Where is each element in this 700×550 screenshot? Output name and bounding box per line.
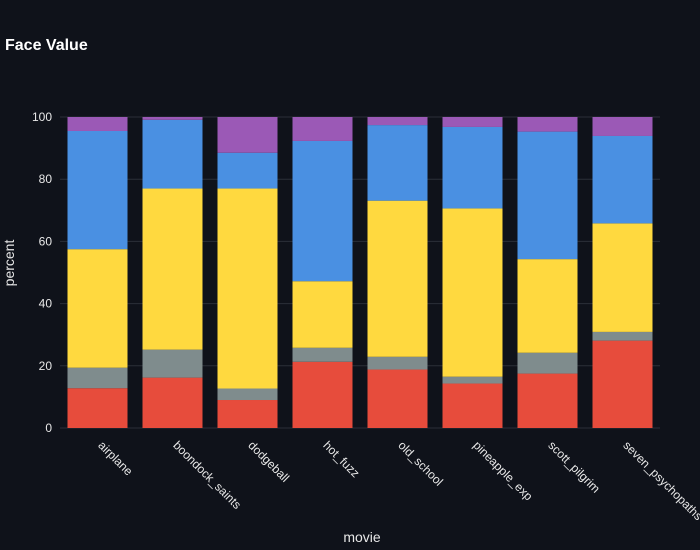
y-tick-labels: 0 20 40 60 80 100 (32, 110, 52, 435)
bar-segment-hot_fuzz-0 (292, 361, 353, 428)
x-tick-label: boondock_saints (170, 438, 244, 512)
bar-segment-old_school-2 (367, 200, 428, 357)
x-tick-label: dodgeball (245, 438, 292, 485)
bar-segment-pineapple_exp-4 (442, 117, 503, 127)
bar-segment-dodgeball-2 (217, 188, 278, 389)
bar-segment-boondock_saints-3 (142, 119, 203, 189)
bar-segment-boondock_saints-0 (142, 377, 203, 428)
y-tick-label: 100 (32, 110, 52, 124)
bar-segment-old_school-0 (367, 369, 428, 428)
bar-segment-scott_pilgrim-3 (517, 131, 578, 260)
bar-segment-airplane-4 (67, 117, 128, 131)
x-axis-label: movie (343, 529, 381, 545)
bar-segment-dodgeball-1 (217, 388, 278, 401)
x-tick-label: seven_psychopaths (620, 438, 700, 523)
bar-segment-airplane-3 (67, 130, 128, 250)
bar-segment-boondock_saints-2 (142, 188, 203, 350)
bars (67, 117, 653, 428)
y-tick-label: 20 (39, 359, 53, 373)
bar-segment-dodgeball-0 (217, 400, 278, 428)
bar-segment-dodgeball-4 (217, 117, 278, 153)
x-tick-label: hot_fuzz (320, 438, 362, 480)
bar-segment-hot_fuzz-2 (292, 281, 353, 348)
bar-segment-hot_fuzz-1 (292, 347, 353, 362)
bar-segment-seven_psychopaths-4 (592, 117, 653, 136)
bar-segment-airplane-1 (67, 367, 128, 389)
bar-segment-boondock_saints-1 (142, 349, 203, 378)
bar-segment-old_school-4 (367, 117, 428, 126)
bar-segment-scott_pilgrim-4 (517, 117, 578, 132)
bar-segment-scott_pilgrim-0 (517, 373, 578, 428)
bar-segment-old_school-3 (367, 125, 428, 201)
bar-segment-pineapple_exp-1 (442, 376, 503, 384)
bar-segment-hot_fuzz-3 (292, 140, 353, 282)
bar-segment-dodgeball-3 (217, 152, 278, 189)
bar-segment-seven_psychopaths-1 (592, 331, 653, 341)
x-tick-label: scott_pilgrim (545, 438, 603, 496)
bar-segment-pineapple_exp-2 (442, 208, 503, 377)
bar-segment-boondock_saints-4 (142, 117, 203, 120)
y-tick-label: 60 (39, 234, 53, 248)
x-tick-label: old_school (395, 438, 445, 488)
y-axis-label: percent (1, 240, 17, 287)
bar-segment-hot_fuzz-4 (292, 117, 353, 141)
y-tick-label: 40 (39, 297, 53, 311)
chart-title: Face Value (5, 37, 88, 54)
bar-segment-scott_pilgrim-1 (517, 352, 578, 374)
y-tick-label: 80 (39, 172, 53, 186)
bar-segment-seven_psychopaths-2 (592, 223, 653, 332)
bar-segment-scott_pilgrim-2 (517, 259, 578, 353)
bar-segment-airplane-0 (67, 388, 128, 428)
y-tick-label: 0 (45, 421, 52, 435)
bar-segment-old_school-1 (367, 356, 428, 370)
x-tick-label: pineapple_exp (470, 438, 535, 503)
x-tick-labels: airplane boondock_saints dodgeball hot_fuzz… (95, 438, 700, 523)
bar-segment-pineapple_exp-0 (442, 383, 503, 428)
bar-segment-airplane-2 (67, 249, 128, 368)
x-tick-label: airplane (95, 438, 135, 478)
bar-segment-seven_psychopaths-0 (592, 340, 653, 428)
bar-segment-seven_psychopaths-3 (592, 135, 653, 224)
bar-segment-pineapple_exp-3 (442, 126, 503, 209)
